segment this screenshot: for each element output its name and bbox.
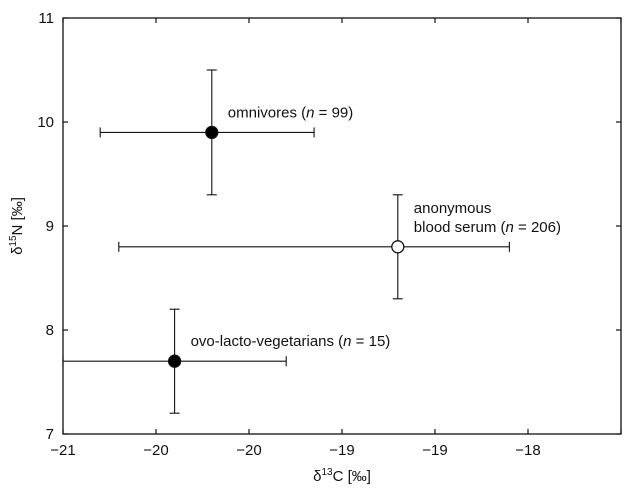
data-point-serum (391, 240, 405, 254)
x-tick-label: −21 (50, 442, 75, 459)
y-tick-label: 8 (46, 322, 54, 339)
y-tick-label: 7 (46, 426, 54, 443)
point-annotations: omnivores (n = 99) anonymous blood serum (… (191, 104, 561, 350)
data-point-omnivores (205, 125, 219, 140)
data-points (167, 125, 405, 368)
data-point-vegetarians (167, 354, 182, 368)
x-tick-labels: −21 −20 −20 −19 −19 −18 (50, 442, 540, 459)
x-tick-label: −18 (515, 442, 540, 459)
annotation-omnivores: omnivores (n = 99) (228, 104, 353, 121)
y-tick-labels: 7 8 9 10 11 (37, 10, 54, 443)
x-tick-label: −19 (329, 442, 354, 459)
y-tick-label: 10 (37, 114, 54, 131)
axis-ticks (62, 17, 622, 435)
y-tick-label: 11 (38, 10, 54, 27)
axis-titles: δ13C [‰] δ15N [‰] (8, 197, 371, 485)
x-axis-title: δ13C [‰] (313, 467, 371, 485)
x-tick-label: −19 (422, 442, 447, 459)
x-tick-label: −20 (236, 442, 261, 459)
annotation-vegetarians: ovo-lacto-vegetarians (n = 15) (191, 333, 391, 350)
annotation-serum: anonymous blood serum (n = 206) (414, 200, 561, 236)
y-axis-title: δ15N [‰] (8, 197, 26, 255)
x-tick-label: −20 (143, 442, 168, 459)
error-bars (62, 69, 510, 414)
y-tick-label: 9 (46, 218, 54, 235)
